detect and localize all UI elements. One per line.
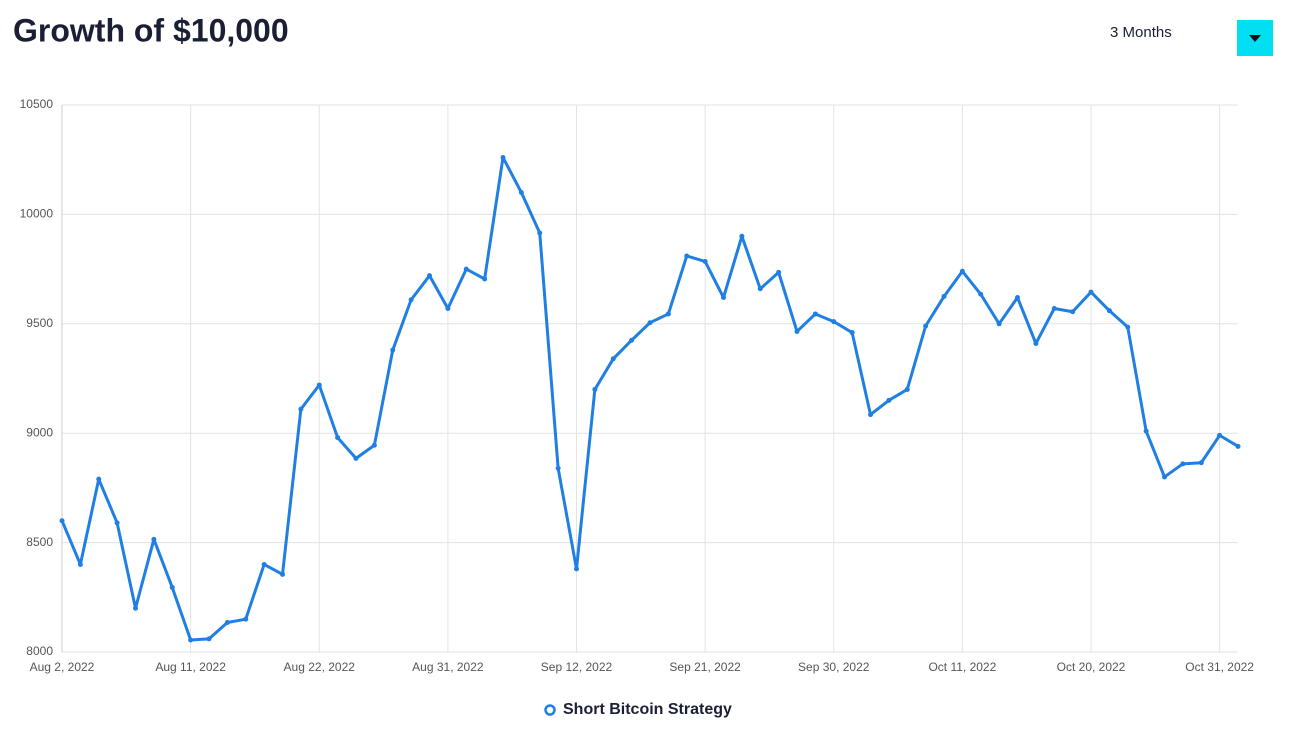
data-point xyxy=(757,286,763,292)
data-point xyxy=(1051,305,1057,311)
x-tick-label: Aug 2, 2022 xyxy=(30,660,95,674)
x-tick-label: Aug 31, 2022 xyxy=(412,660,484,674)
data-point xyxy=(59,518,65,524)
data-point xyxy=(868,412,873,418)
data-point xyxy=(978,291,984,297)
data-point xyxy=(408,297,414,303)
data-point xyxy=(592,386,598,392)
data-point xyxy=(445,305,451,311)
data-point xyxy=(353,455,359,461)
legend-label: Short Bitcoin Strategy xyxy=(563,701,732,718)
x-tick-label: Oct 11, 2022 xyxy=(928,660,996,674)
data-point xyxy=(371,442,377,448)
series-line xyxy=(60,156,1239,642)
y-tick-label: 8000 xyxy=(26,644,53,658)
data-point xyxy=(537,230,543,236)
data-point xyxy=(904,386,910,392)
data-point xyxy=(206,636,212,642)
data-point xyxy=(959,268,965,274)
data-point xyxy=(574,566,579,572)
data-point xyxy=(224,619,230,625)
data-point xyxy=(1143,428,1149,434)
x-tick-label: Oct 20, 2022 xyxy=(1057,660,1126,674)
data-point xyxy=(188,637,194,643)
dropdown-arrow xyxy=(1249,35,1261,42)
x-tick-label: Aug 22, 2022 xyxy=(284,660,356,674)
data-point xyxy=(1125,324,1131,330)
data-point xyxy=(1106,308,1112,314)
data-point xyxy=(335,435,341,441)
data-point xyxy=(849,330,855,336)
data-point xyxy=(1235,443,1241,449)
data-point xyxy=(280,571,285,577)
data-point xyxy=(831,319,837,325)
data-point xyxy=(647,320,653,326)
data-point xyxy=(500,155,506,161)
x-tick-label: Sep 12, 2022 xyxy=(541,660,613,674)
data-point xyxy=(629,337,635,343)
y-tick-label: 9500 xyxy=(26,316,53,330)
data-point xyxy=(133,605,138,611)
data-point xyxy=(1198,460,1204,466)
data-point xyxy=(261,561,267,567)
data-point xyxy=(518,190,524,196)
x-tick-label: Sep 21, 2022 xyxy=(669,660,741,674)
data-point xyxy=(665,311,671,317)
data-point xyxy=(812,311,818,317)
data-point xyxy=(1033,340,1039,346)
data-point xyxy=(610,356,616,362)
data-point xyxy=(151,536,157,542)
data-point xyxy=(77,561,83,567)
data-point xyxy=(1015,295,1020,301)
data-point xyxy=(96,476,102,482)
data-point xyxy=(298,406,304,412)
data-point xyxy=(1070,309,1076,315)
data-point xyxy=(1162,474,1167,480)
data-point xyxy=(427,273,432,279)
x-tick-label: Sep 30, 2022 xyxy=(798,660,870,674)
data-point xyxy=(923,323,929,329)
y-tick-label: 10500 xyxy=(20,97,54,111)
data-point xyxy=(555,465,561,471)
data-point xyxy=(1217,432,1223,438)
data-point xyxy=(776,269,782,275)
data-point xyxy=(794,328,800,334)
data-point xyxy=(702,258,708,264)
data-point xyxy=(243,616,249,622)
x-tick-label: Aug 11, 2022 xyxy=(155,660,226,674)
data-point xyxy=(169,584,175,590)
data-point xyxy=(482,276,488,282)
data-point xyxy=(739,233,745,239)
data-point xyxy=(1088,289,1094,295)
data-point xyxy=(114,520,120,526)
data-point xyxy=(1180,461,1186,467)
data-point xyxy=(941,293,947,299)
data-point xyxy=(316,382,322,388)
data-point xyxy=(463,266,469,272)
data-point xyxy=(721,295,726,301)
x-tick-label: Oct 31, 2022 xyxy=(1185,660,1254,674)
data-point xyxy=(684,253,690,259)
data-point xyxy=(886,397,892,403)
data-point xyxy=(390,347,396,353)
data-point xyxy=(996,321,1002,327)
y-tick-label: 8500 xyxy=(26,535,53,549)
period-label[interactable]: 3 Months xyxy=(1110,24,1172,41)
legend-marker xyxy=(544,704,556,716)
y-tick-label: 10000 xyxy=(20,207,54,221)
y-tick-label: 9000 xyxy=(26,425,53,439)
chart-title: Growth of $10,000 xyxy=(13,12,289,48)
